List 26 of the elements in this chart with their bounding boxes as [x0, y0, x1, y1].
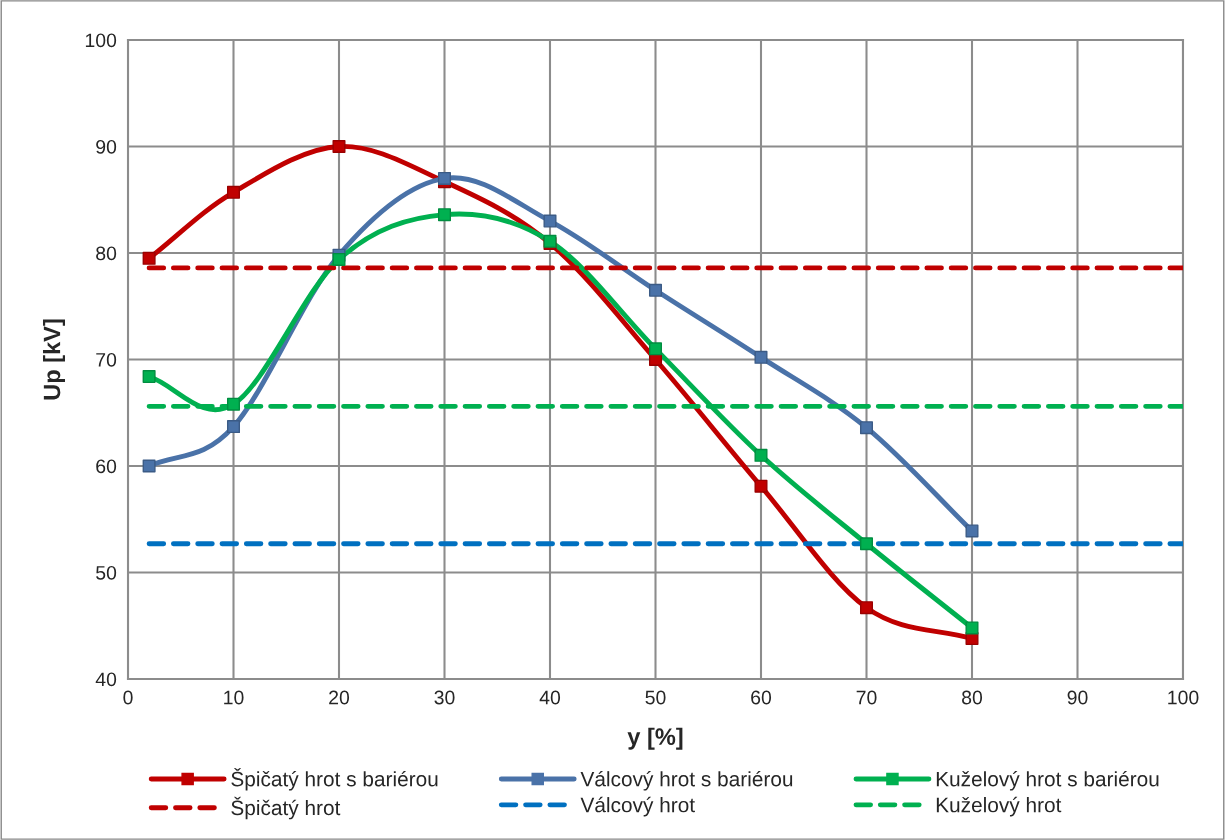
x-tick-label: 0 — [123, 690, 133, 705]
x-tick-label: 60 — [751, 690, 772, 705]
x-tick-label: 10 — [224, 690, 244, 705]
y-tick-label: 100 — [85, 33, 117, 48]
y-tick-label: 70 — [96, 352, 117, 367]
y-tick-label: 80 — [96, 246, 117, 261]
y-axis-title: Up [kV] — [43, 319, 66, 400]
legend-label: Válcový hrot s bariérou — [580, 770, 793, 791]
legend-label: Špičatý hrot — [231, 796, 341, 820]
x-tick-label: 70 — [856, 690, 877, 705]
legend-label: Špičatý hrot s bariérou — [231, 768, 438, 791]
y-tick-label: 50 — [96, 565, 117, 580]
x-tick-label: 40 — [539, 690, 561, 705]
x-tick-label: 100 — [1168, 690, 1199, 705]
y-tick-label: 90 — [96, 139, 117, 154]
y-tick-label: 60 — [96, 459, 117, 474]
x-tick-label: 80 — [962, 690, 983, 705]
x-tick-label: 90 — [1067, 690, 1088, 705]
x-tick-label: 20 — [329, 690, 350, 705]
legend-label: Kuželový hrot s bariérou — [936, 770, 1159, 791]
legend-label: Válcový hrot — [580, 796, 695, 817]
legend-label: Kuželový hrot — [936, 796, 1062, 817]
x-tick-label: 30 — [434, 690, 455, 705]
x-axis-title: y [%] — [627, 727, 683, 750]
y-tick-label: 40 — [95, 672, 117, 687]
x-tick-label: 50 — [645, 690, 666, 705]
